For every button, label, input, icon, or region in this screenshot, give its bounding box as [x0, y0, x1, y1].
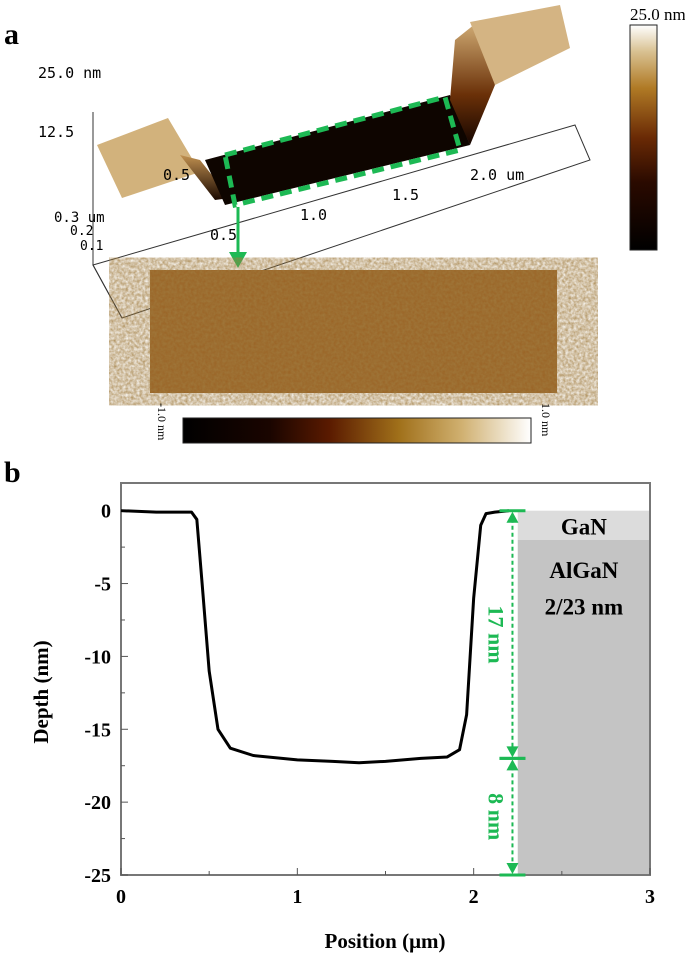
arrow-down-icon [506, 863, 519, 874]
x-label-1.5: 1.5 [392, 186, 419, 204]
y-label-0.2: 0.2 [70, 224, 93, 239]
region-algan [517, 539, 650, 875]
y-tick-label: -20 [84, 792, 111, 814]
flat-colorbar-max-label: 1.0 nm [539, 403, 553, 437]
y-label-0.1: 0.1 [80, 239, 103, 254]
x-label-0.5-top: 0.5 [163, 166, 190, 184]
arrow-down-icon [506, 746, 519, 758]
region-gan [517, 510, 650, 540]
y-label-0.3: 0.3 um [54, 210, 105, 226]
x-tick-label: 2 [469, 886, 479, 908]
z-label-top: 25.0 nm [38, 64, 101, 82]
x-axis-label: Position (μm) [325, 929, 446, 953]
left-plateau [97, 118, 200, 198]
region-annotation: 2/23 nm [545, 594, 624, 619]
z-label-mid: 12.5 [38, 123, 74, 141]
profile-line [120, 509, 510, 765]
flat-colorbar-min-label: -1.0 nm [155, 403, 169, 441]
afm-3d-view: 25.0 nm 12.5 0.5 0.5 1.0 1.5 2.0 um 0.3 … [38, 5, 591, 319]
x-label-0.5: 0.5 [210, 226, 237, 244]
y-tick-label: -10 [84, 646, 111, 668]
afm-flat-image [150, 270, 557, 393]
x-tick-label: 1 [292, 886, 302, 908]
y-tick-label: -15 [84, 719, 111, 741]
dimension-label: 17 nm [483, 606, 508, 664]
y-tick-label: -25 [84, 865, 111, 887]
arrow-up-icon [506, 511, 519, 523]
colorbar-3d [629, 24, 658, 251]
x-tick-label: 3 [645, 886, 655, 908]
left-wall [180, 155, 230, 200]
x-label-2.0: 2.0 um [470, 166, 524, 184]
panel-a-label: a [4, 18, 19, 51]
base-edge [92, 264, 123, 319]
y-axis-label: Depth (nm) [29, 640, 53, 743]
depth-profile-chart: 0 1 2 3 0 -5 -10 -15 -20 -25 GaN AlGaN 2/23 nm 17 nm 8… [84, 482, 655, 908]
colorbar-3d-max-label: 25.0 nm [630, 5, 685, 24]
x-tick-label: 0 [116, 886, 126, 908]
y-tick-label: 0 [101, 501, 111, 523]
region-label-algan: AlGaN [549, 558, 618, 583]
trench-floor [205, 95, 470, 205]
y-tick-label: -5 [94, 574, 111, 596]
x-label-1.0: 1.0 [300, 206, 327, 224]
panel-b-label: b [4, 456, 21, 489]
right-plateau [470, 5, 570, 85]
dimension-label: 8 nm [483, 793, 508, 840]
arrow-head [229, 252, 247, 268]
colorbar-flat [182, 417, 532, 444]
region-label-gan: GaN [561, 514, 607, 539]
arrow-up-icon [506, 759, 519, 771]
